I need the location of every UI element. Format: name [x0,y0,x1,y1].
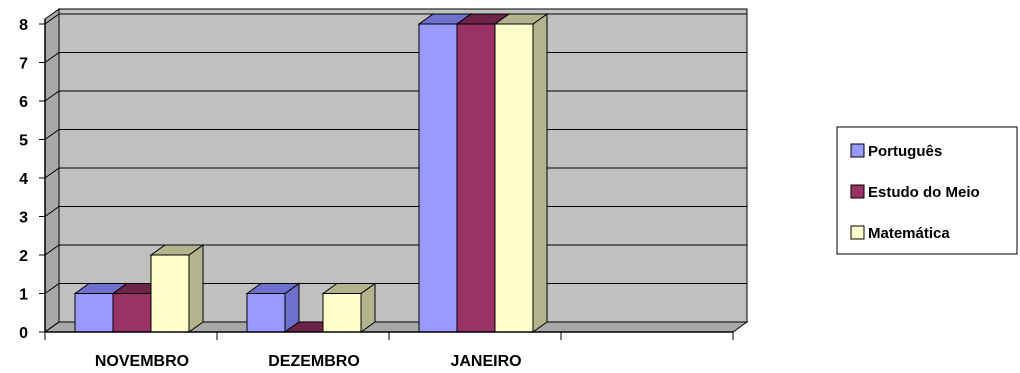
legend-swatch [850,143,865,158]
y-tick-label: 2 [19,248,28,265]
axes [39,19,734,340]
y-tick-label: 6 [19,94,28,111]
y-tick-label: 8 [19,17,28,34]
bar [245,282,301,333]
bar [493,13,549,333]
legend-label: Português [868,143,942,160]
y-tick-label: 4 [19,171,28,188]
x-category-label: NOVEMBRO [95,353,189,370]
y-tick-label: 1 [19,287,28,304]
legend-label: Estudo do Meio [868,184,980,201]
legend-swatch [850,184,865,199]
legend-label: Matemática [868,225,950,242]
legend-swatch [850,225,865,240]
y-tick-labels: 0 1 2 3 4 5 6 7 8 [19,17,28,342]
bar [149,244,205,333]
y-tick-label: 5 [19,133,28,150]
legend-entry: Português [850,143,942,160]
legend-entry: Estudo do Meio [850,184,980,201]
bars [73,13,549,333]
legend: Português Estudo do Meio Matemática [836,126,1018,255]
bar [321,282,377,333]
y-tick-label: 3 [19,210,28,227]
y-tick-label: 7 [19,56,28,73]
x-category-label: DEZEMBRO [268,353,360,370]
legend-box [836,126,1018,255]
y-tick-label: 0 [19,325,28,342]
legend-entry: Matemática [850,225,950,242]
x-category-labels: NOVEMBRO DEZEMBRO JANEIRO [95,353,522,370]
x-category-label: JANEIRO [450,353,521,370]
